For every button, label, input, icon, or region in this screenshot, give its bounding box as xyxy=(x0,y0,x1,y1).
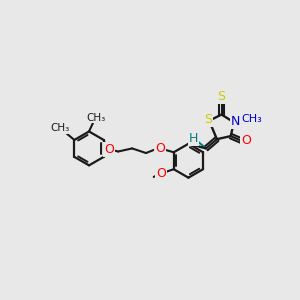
Text: H: H xyxy=(189,132,199,145)
Text: O: O xyxy=(241,134,251,147)
Text: CH₃: CH₃ xyxy=(241,114,262,124)
Text: O: O xyxy=(155,142,165,155)
Text: N: N xyxy=(231,115,240,128)
Text: CH₃: CH₃ xyxy=(86,112,106,123)
Text: O: O xyxy=(104,143,114,156)
Text: S: S xyxy=(218,90,226,103)
Text: S: S xyxy=(204,113,212,126)
Text: O: O xyxy=(157,167,166,180)
Text: CH₃: CH₃ xyxy=(51,123,70,134)
